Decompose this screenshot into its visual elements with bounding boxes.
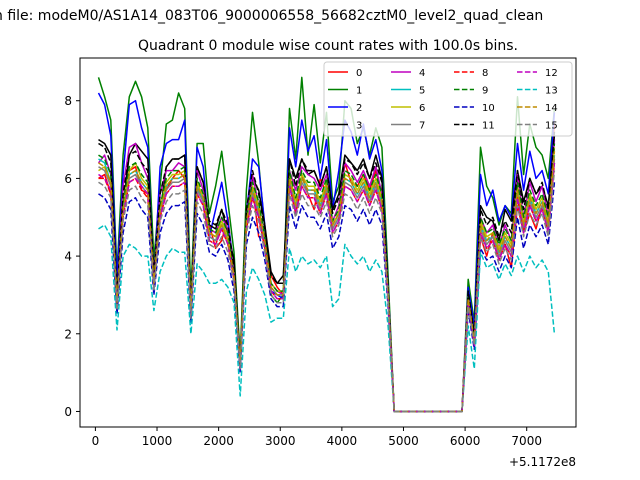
legend-label-6: 6 [419, 103, 425, 114]
legend-label-4: 4 [419, 68, 425, 79]
x-tick-label: 5000 [388, 434, 419, 448]
legend-label-7: 7 [419, 121, 425, 132]
y-tick-label: 8 [64, 94, 72, 108]
series-line-15 [98, 170, 556, 413]
y-axis: 0 2 4 6 8 [64, 94, 80, 419]
x-tick-label: 6000 [450, 434, 481, 448]
y-tick-label: 6 [64, 172, 72, 186]
legend-label-15: 15 [545, 121, 558, 132]
y-tick-label: 4 [64, 250, 72, 264]
legend-label-10: 10 [482, 103, 495, 114]
legend-label-8: 8 [482, 68, 488, 79]
series-line-11 [98, 131, 556, 413]
legend-label-1: 1 [356, 86, 362, 97]
x-tick-label: 3000 [265, 434, 296, 448]
legend-label-3: 3 [356, 121, 362, 132]
legend-label-12: 12 [545, 68, 558, 79]
legend-label-0: 0 [356, 68, 362, 79]
legend-label-2: 2 [356, 103, 362, 114]
plot-frame [79, 57, 577, 428]
series-line-13 [98, 224, 556, 413]
x-offset-label: +5.1172e8 [509, 455, 576, 469]
legend-label-14: 14 [545, 103, 558, 114]
series-line-2 [97, 92, 556, 413]
legend-label-13: 13 [545, 86, 558, 97]
x-tick-label: 7000 [511, 434, 542, 448]
x-axis: 0 1000 2000 3000 4000 5000 6000 7000 [92, 427, 542, 448]
y-tick-label: 2 [64, 327, 72, 341]
legend-box [323, 61, 573, 137]
x-tick-label: 2000 [203, 434, 234, 448]
x-tick-label: 4000 [327, 434, 358, 448]
legend-label-9: 9 [482, 86, 488, 97]
figure-title: n file: modeM0/AS1A14_083T06_9000006558_… [0, 8, 543, 24]
legend-label-11: 11 [482, 121, 495, 132]
legend-label-5: 5 [419, 86, 425, 97]
x-tick-label: 1000 [142, 434, 173, 448]
chart-title: Quadrant 0 module wise count rates with … [138, 38, 518, 54]
series-line-8 [98, 162, 556, 413]
y-tick-label: 0 [64, 405, 72, 419]
x-tick-label: 0 [92, 434, 100, 448]
